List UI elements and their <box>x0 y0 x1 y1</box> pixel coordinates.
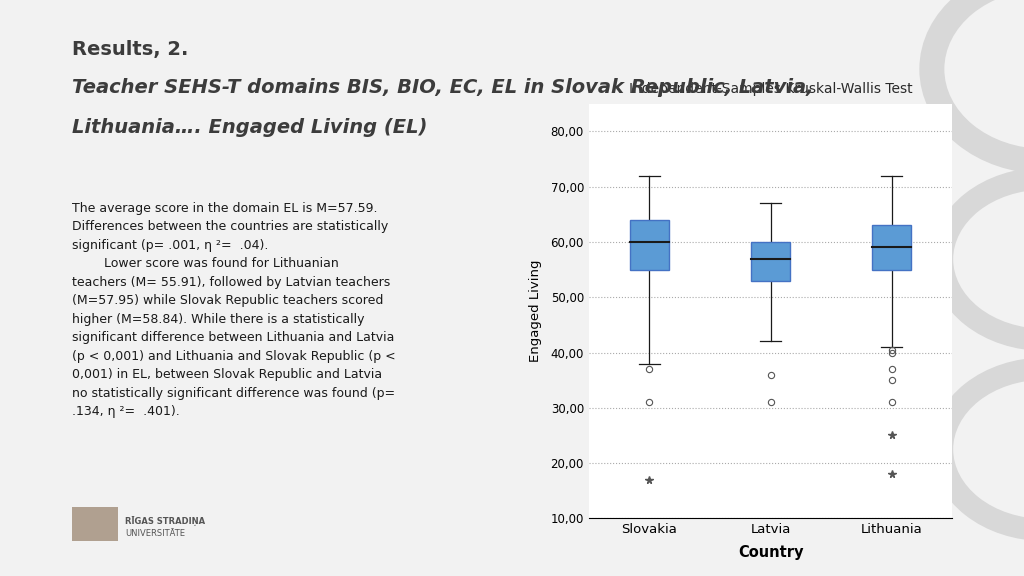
Text: Results, 2.: Results, 2. <box>72 40 188 59</box>
Text: The average score in the domain EL is M=57.59.
Differences between the countries: The average score in the domain EL is M=… <box>72 202 395 418</box>
FancyBboxPatch shape <box>752 242 790 281</box>
Text: UNIVERSITĀTE: UNIVERSITĀTE <box>125 529 185 539</box>
Text: Teacher SEHS-T domains BIS, BIO, EC, EL in Slovak Republic, Latvia,: Teacher SEHS-T domains BIS, BIO, EC, EL … <box>72 78 813 97</box>
FancyBboxPatch shape <box>630 220 669 270</box>
FancyBboxPatch shape <box>872 225 911 270</box>
Text: RĪGAS STRADIŅA: RĪGAS STRADIŅA <box>125 516 205 526</box>
Y-axis label: Engaged Living: Engaged Living <box>529 260 543 362</box>
Title: Independent-Samples Kruskal-Wallis Test: Independent-Samples Kruskal-Wallis Test <box>629 82 912 96</box>
Text: Lithuania…. Engaged Living (EL): Lithuania…. Engaged Living (EL) <box>72 118 427 137</box>
X-axis label: Country: Country <box>738 544 803 560</box>
